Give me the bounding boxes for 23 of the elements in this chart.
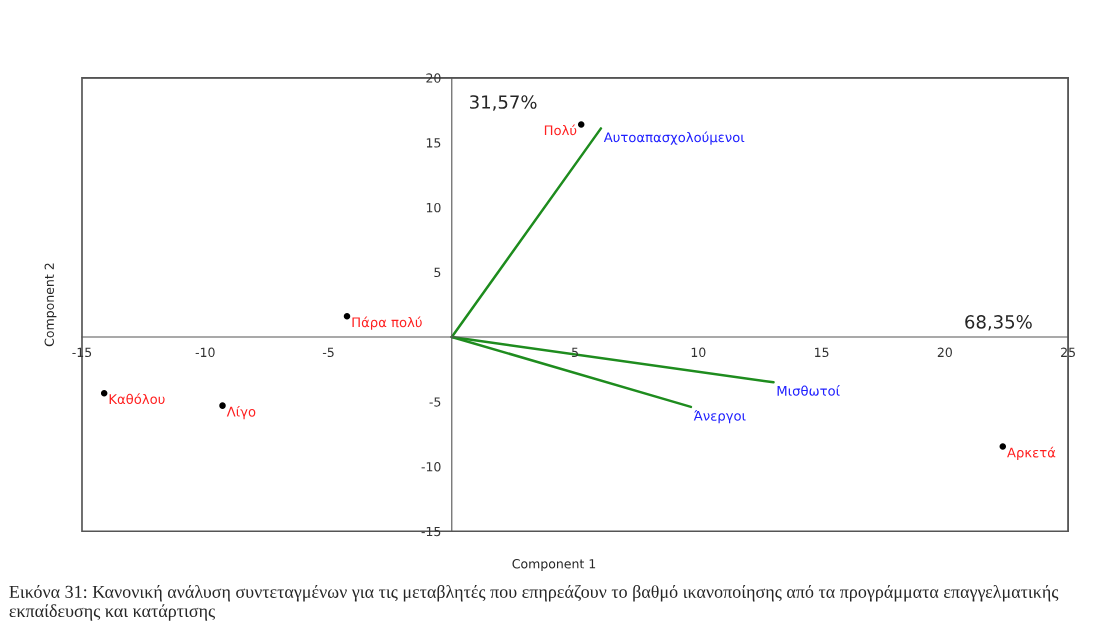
annotation: 31,57%	[470, 95, 537, 111]
y-tick-label: -10	[421, 461, 441, 472]
y-tick-label: 10	[426, 202, 441, 213]
series-label: Μισθωτοί	[777, 385, 840, 396]
x-tick-label: -10	[195, 347, 215, 358]
x-tick-label: 15	[815, 347, 829, 358]
y-tick-label: -5	[429, 397, 441, 407]
series-label: Πολύ	[544, 124, 577, 136]
y-tick-label: 15	[426, 138, 441, 148]
y-axis-title: Component 2	[44, 263, 57, 347]
x-tick-label: -5	[322, 347, 334, 358]
series-label: Λίγο	[226, 405, 256, 420]
series-label: Αυτοαπασχολούμενοι	[603, 131, 745, 145]
series-label: Άνεργοι	[693, 410, 746, 424]
x-tick-label: 10	[691, 347, 706, 358]
y-tick-label: 5	[434, 267, 441, 278]
x-tick-label: 20	[937, 347, 952, 358]
x-axis-title: Component 1	[512, 559, 596, 571]
series-label: Αρκετά	[1007, 446, 1056, 461]
annotation: 68,35%	[965, 315, 1032, 331]
series-label: Καθόλου	[109, 393, 165, 405]
text: Εικόνα 31: Κανονική ανάλυση συντεταγμένων για τις μεταβλητές που επηρεάζουν το βαθμό ικανοποίησης από τα προγράμματα επαγγελματικής εκπαίδευσης και κατάρτισης	[9, 585, 1059, 621]
series-label: Πάρα πολύ	[352, 316, 422, 330]
